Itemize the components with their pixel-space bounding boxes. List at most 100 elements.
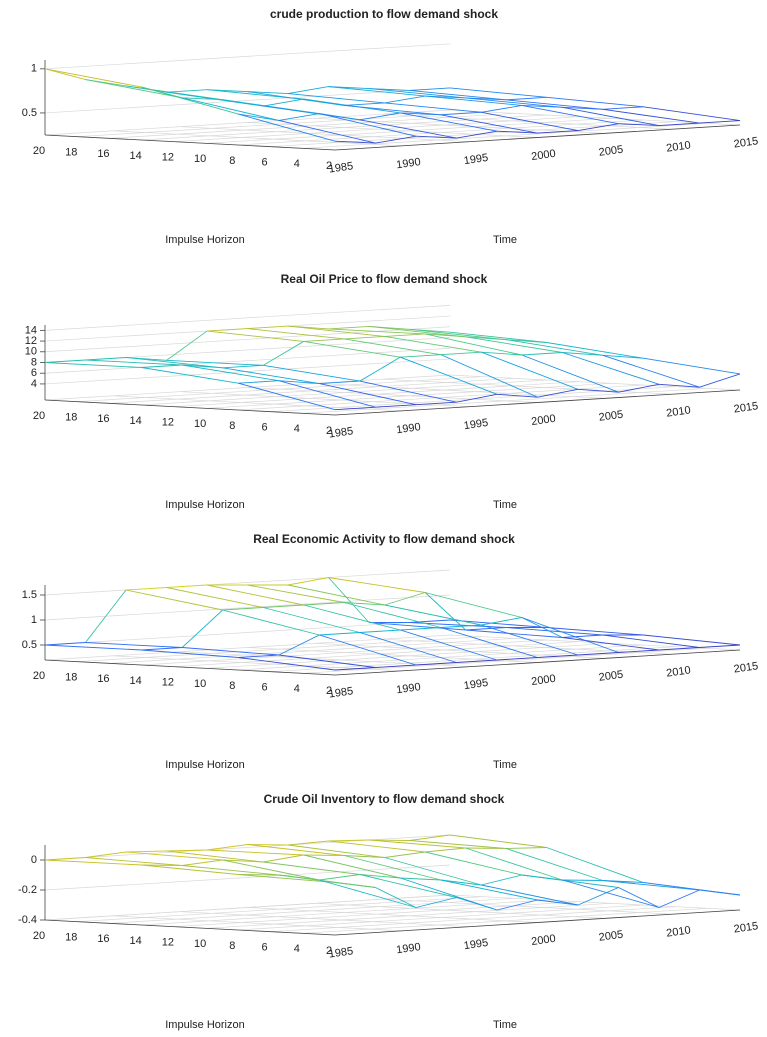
y-tick-label: 10 bbox=[194, 938, 206, 950]
mesh-line bbox=[699, 120, 741, 124]
mesh-line bbox=[440, 627, 538, 658]
y-axis-label: Impulse Horizon bbox=[165, 759, 244, 771]
mesh-line bbox=[577, 652, 619, 656]
z-tick-label: 4 bbox=[31, 378, 37, 390]
z-grid-line bbox=[44, 834, 451, 861]
mesh-line bbox=[602, 880, 700, 891]
mesh-line bbox=[141, 864, 183, 866]
mesh-line bbox=[699, 373, 741, 388]
mesh-line bbox=[85, 79, 183, 99]
mesh-line bbox=[400, 354, 441, 358]
mesh-line bbox=[222, 364, 264, 369]
mesh-line bbox=[263, 854, 304, 863]
chart-title: Real Oil Price to flow demand shock bbox=[281, 272, 488, 286]
x-tick-label: 1990 bbox=[396, 156, 422, 171]
mesh-line bbox=[577, 887, 619, 906]
mesh-line bbox=[85, 357, 127, 361]
mesh-line bbox=[328, 577, 370, 623]
z-grid-line bbox=[44, 358, 451, 385]
mesh-line bbox=[506, 339, 547, 343]
y-tick-label: 2 bbox=[326, 160, 332, 172]
mesh-line bbox=[456, 659, 498, 663]
x-grid-line bbox=[247, 907, 538, 923]
mesh-line bbox=[521, 354, 619, 393]
mesh-line bbox=[206, 328, 248, 332]
mesh-line bbox=[44, 642, 86, 646]
y-grid-line bbox=[109, 897, 515, 924]
mesh-line bbox=[263, 861, 360, 875]
x-grid-line bbox=[179, 911, 471, 928]
mesh-line bbox=[537, 130, 579, 134]
z-grid-line bbox=[44, 43, 451, 70]
y-grid-line bbox=[141, 114, 547, 141]
mesh-line bbox=[537, 388, 579, 398]
y-grid-line bbox=[173, 116, 579, 143]
y-grid-line bbox=[302, 907, 708, 934]
y-tick-label: 18 bbox=[65, 672, 77, 684]
y-tick-label: 6 bbox=[261, 682, 267, 694]
x-tick-label: 2000 bbox=[531, 148, 557, 163]
mesh-line bbox=[562, 879, 603, 881]
x-tick-label: 2010 bbox=[666, 404, 692, 419]
mesh-line bbox=[465, 847, 507, 849]
mesh-line bbox=[481, 617, 522, 626]
mesh-line bbox=[263, 607, 360, 633]
z-grid-line bbox=[44, 619, 451, 646]
mesh-line bbox=[263, 604, 304, 608]
mesh-line bbox=[400, 629, 498, 661]
z-tick-label: 6 bbox=[31, 367, 37, 379]
mesh-line bbox=[375, 404, 417, 408]
mesh-line bbox=[409, 87, 451, 91]
mesh-line bbox=[359, 356, 401, 382]
y-grid-line bbox=[238, 384, 644, 411]
y-tick-label: 12 bbox=[162, 152, 174, 164]
x-tick-label: 2015 bbox=[733, 920, 759, 935]
mesh-line bbox=[521, 874, 619, 888]
x-grid-line bbox=[314, 642, 606, 659]
x-tick-label: 2005 bbox=[598, 144, 624, 159]
mesh-line bbox=[141, 647, 183, 651]
mesh-line bbox=[328, 840, 426, 853]
y-axis-label: Impulse Horizon bbox=[165, 234, 244, 246]
x-grid-line bbox=[382, 378, 673, 395]
mesh-line bbox=[602, 354, 700, 388]
y-tick-label: 2 bbox=[326, 945, 332, 957]
y-tick-label: 12 bbox=[162, 677, 174, 689]
mesh-line bbox=[481, 624, 579, 656]
mesh-line bbox=[400, 627, 441, 631]
x-tick-label: 1985 bbox=[328, 685, 354, 700]
x-tick-label: 1995 bbox=[463, 152, 489, 167]
mesh-line bbox=[85, 851, 127, 858]
y-tick-label: 10 bbox=[194, 418, 206, 430]
mesh-line bbox=[166, 850, 264, 863]
mesh-line bbox=[409, 834, 451, 841]
x-grid-line bbox=[382, 898, 673, 915]
x-tick-label: 2000 bbox=[531, 673, 557, 688]
mesh-line bbox=[643, 106, 741, 122]
mesh-line bbox=[303, 340, 401, 358]
mesh-line bbox=[247, 584, 345, 603]
y-grid-line bbox=[77, 896, 483, 923]
mesh-line bbox=[247, 844, 289, 846]
mesh-line bbox=[546, 96, 644, 108]
y-grid-line bbox=[109, 637, 515, 664]
mesh-line bbox=[141, 364, 183, 368]
y-grid-line bbox=[270, 906, 676, 933]
mesh-line bbox=[409, 619, 451, 623]
mesh-line bbox=[344, 104, 441, 116]
x-tick-label: 1995 bbox=[463, 937, 489, 952]
mesh-line bbox=[481, 874, 522, 886]
mesh-line bbox=[506, 99, 603, 110]
x-tick-label: 2005 bbox=[598, 409, 624, 424]
y-tick-label: 8 bbox=[229, 680, 235, 692]
mesh-line bbox=[562, 106, 660, 127]
mesh-line bbox=[618, 383, 660, 393]
mesh-line bbox=[368, 839, 410, 841]
mesh-line bbox=[384, 604, 482, 626]
x-grid-line bbox=[449, 634, 741, 651]
mesh-line bbox=[409, 840, 507, 849]
y-tick-label: 18 bbox=[65, 412, 77, 424]
y-tick-label: 20 bbox=[33, 145, 45, 157]
x-axis bbox=[334, 649, 741, 676]
